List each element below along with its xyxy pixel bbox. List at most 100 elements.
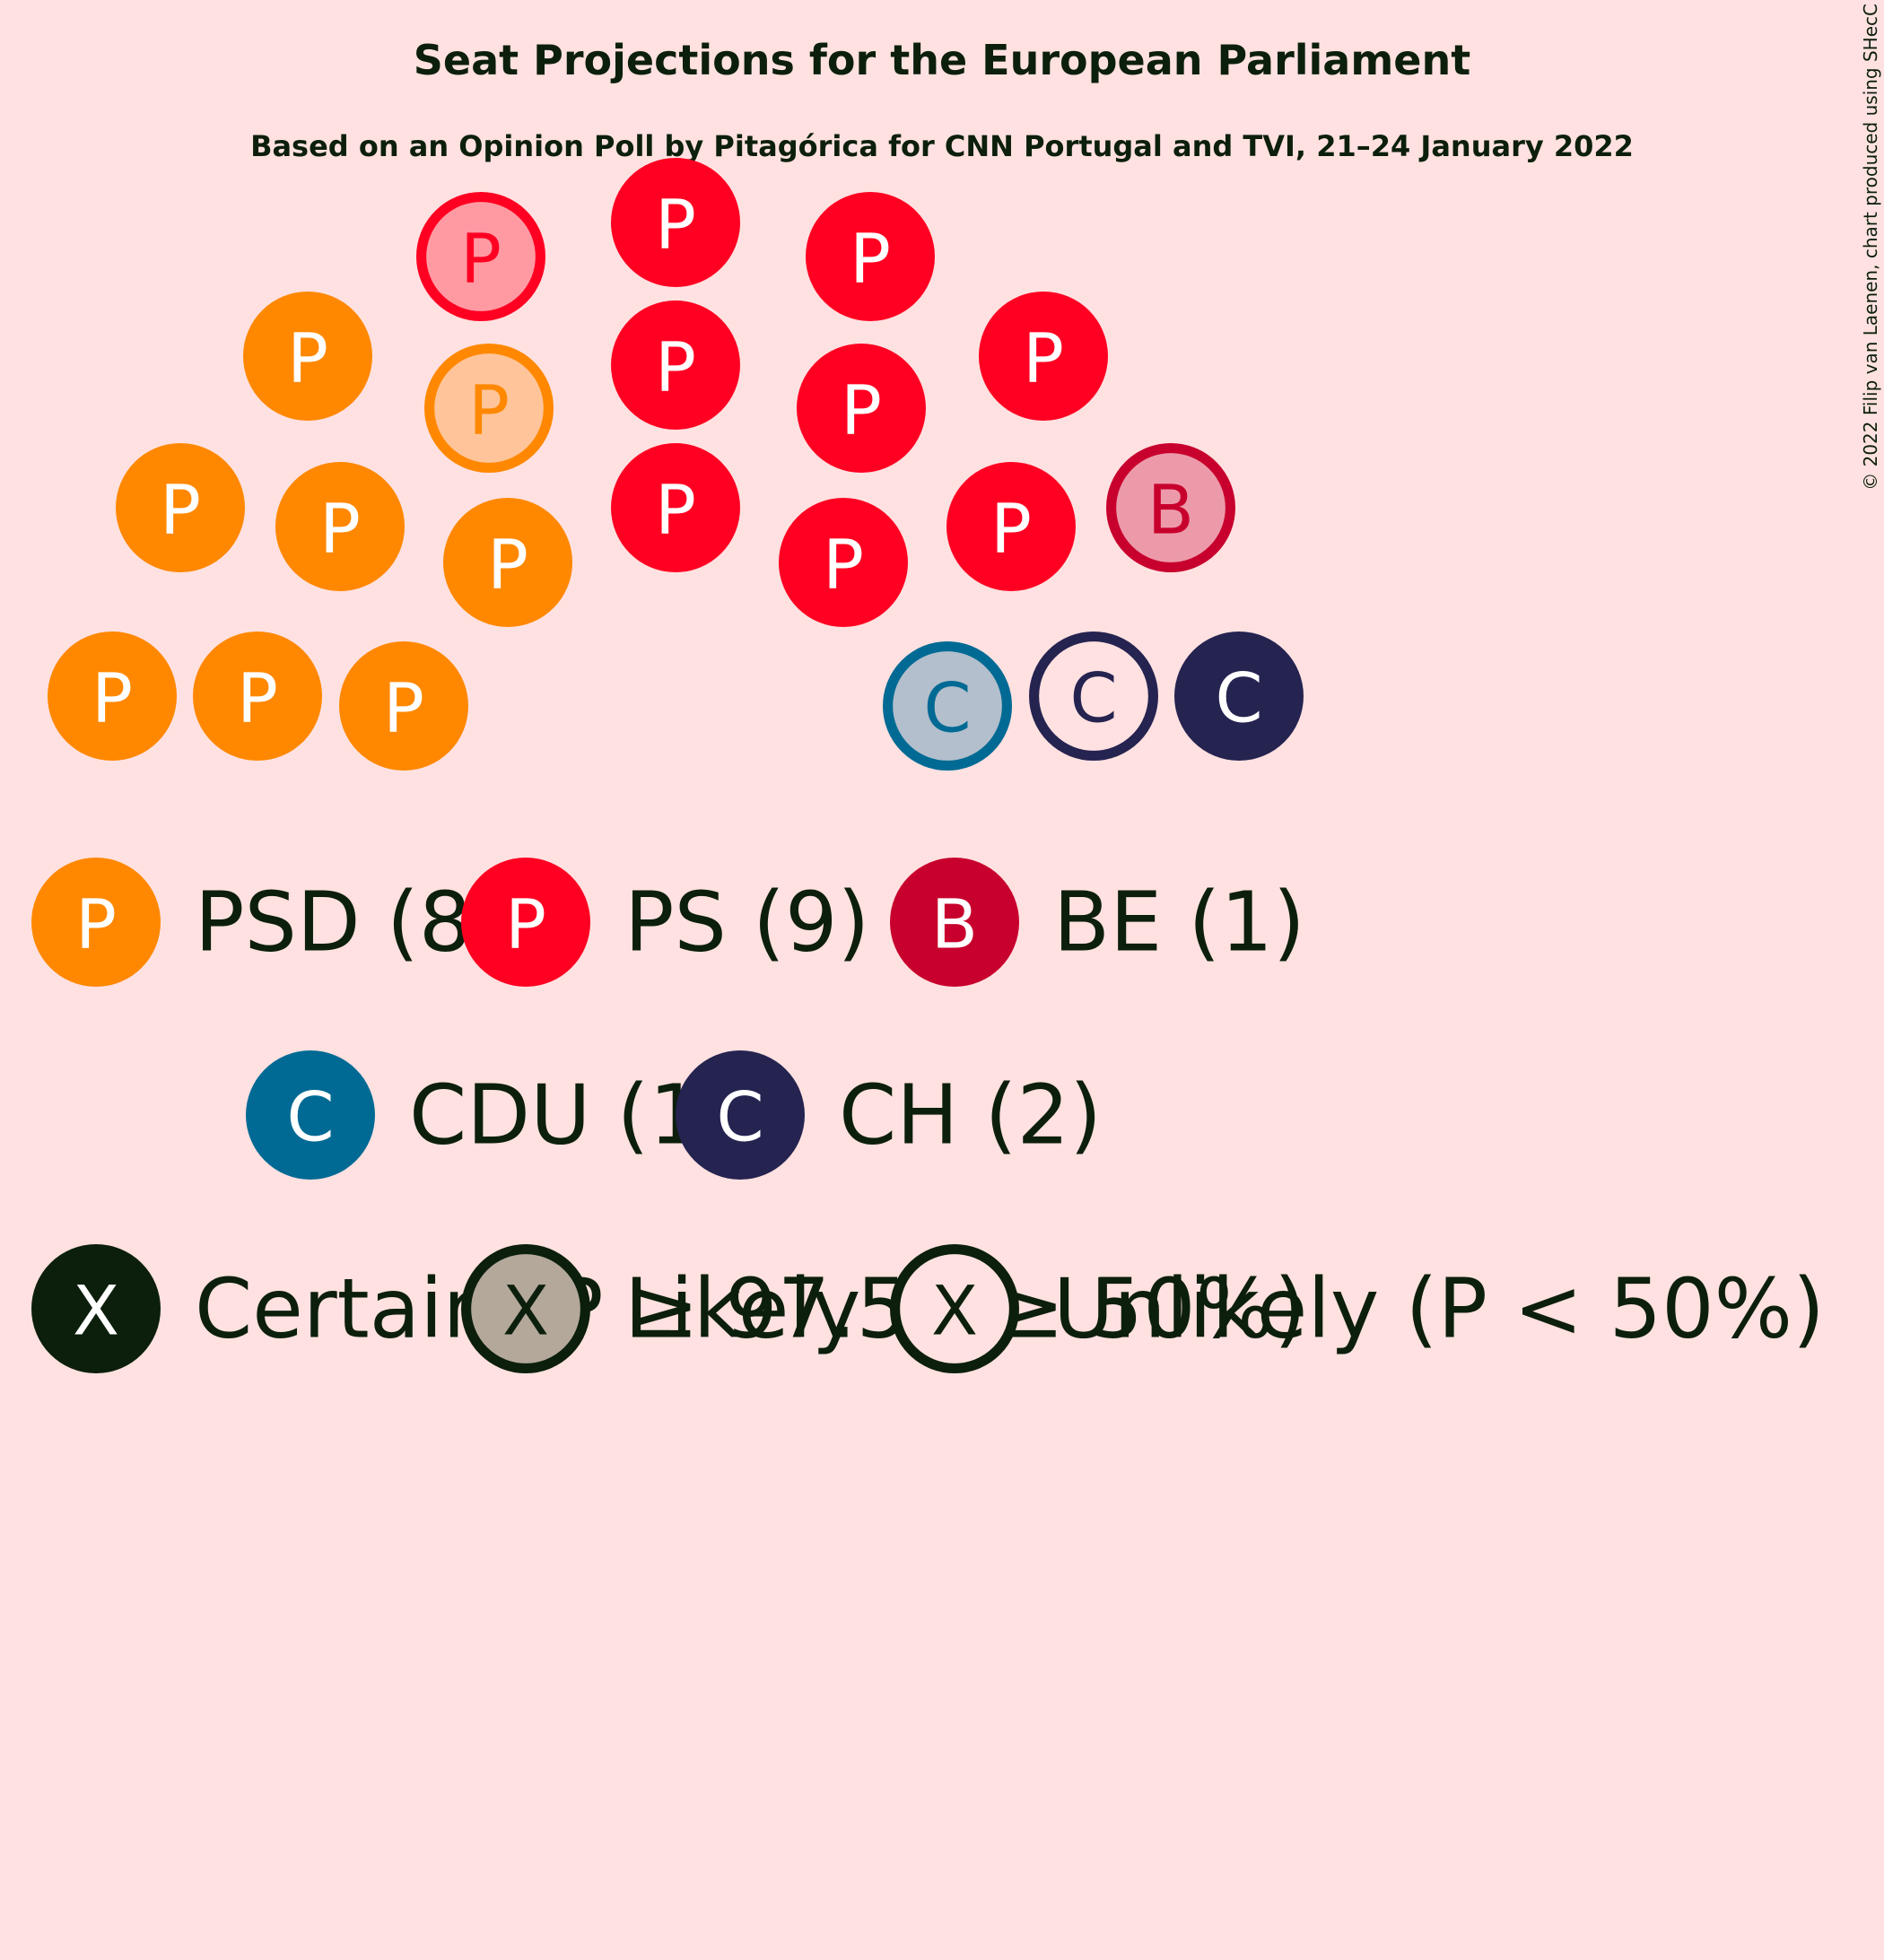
seat-ps-15: P: [779, 498, 908, 627]
legend-ch-marker-letter: C: [716, 1077, 763, 1157]
seat-ch-21: C: [1174, 632, 1304, 761]
seat-ps-14-circle: [797, 344, 926, 473]
seat-ps-9-circle: [416, 192, 546, 321]
status-likely-marker: X: [461, 1243, 591, 1373]
seat-be-18-circle: [1105, 443, 1235, 573]
legend-cdu-marker-circle: [246, 1050, 375, 1180]
status-certain-marker: X: [31, 1244, 161, 1373]
seat-ps-11: P: [611, 301, 740, 430]
seat-psd-6: P: [243, 292, 372, 421]
seat-ps-12: P: [611, 443, 740, 572]
seat-ps-12-circle: [611, 443, 740, 572]
seat-psd-7-circle: [443, 498, 572, 627]
seat-ps-9-letter: P: [460, 219, 502, 299]
seat-ch-21-circle: [1174, 632, 1304, 761]
legend-cdu-marker: C: [246, 1050, 375, 1180]
seat-psd-8-circle: [424, 344, 554, 474]
status-likely-marker-letter: X: [502, 1271, 549, 1351]
seat-ps-15-circle: [779, 498, 908, 627]
legend-ch-marker-circle: [676, 1050, 805, 1180]
legend-ps-marker: P: [461, 858, 590, 987]
seat-ps-17-letter: P: [990, 489, 1032, 569]
legend-psd-marker-letter: P: [75, 884, 117, 964]
seat-ps-11-letter: P: [655, 327, 696, 407]
seat-cdu-19-letter: C: [923, 668, 971, 748]
status-certain-label: Certain (P ≥ 97.5%): [195, 1261, 1019, 1357]
seat-psd-4: P: [116, 443, 245, 572]
seat-psd-3: P: [339, 641, 468, 771]
party-legend: P PSD (8) P PS (9) B BE (1)C CDU (1)C CH (2): [31, 858, 1305, 1180]
seat-psd-5: P: [275, 462, 405, 591]
seat-ps-10-letter: P: [655, 185, 696, 265]
legend-be-marker-letter: B: [931, 884, 978, 964]
legend-ps-label: PS (9): [624, 875, 869, 971]
seat-ps-13-circle: [806, 192, 935, 321]
status-unlikely-marker-letter: X: [931, 1271, 978, 1351]
status-unlikely-marker-circle: [890, 1243, 1020, 1373]
legend-ps-marker-letter: P: [505, 884, 546, 964]
status-likely-marker-circle: [461, 1243, 591, 1373]
seat-ps-16: P: [979, 292, 1108, 421]
seat-ps-16-letter: P: [1023, 318, 1064, 398]
seat-ps-14: P: [797, 344, 926, 473]
chart-subtitle: Based on an Opinion Poll by Pitagórica f…: [250, 129, 1634, 163]
seat-ch-20: C: [1028, 632, 1158, 762]
seat-psd-6-letter: P: [287, 318, 328, 398]
seat-psd-5-letter: P: [319, 489, 361, 569]
seat-cdu-19: C: [883, 641, 1013, 771]
status-unlikely-label: Unlikely (P < 50%): [1053, 1261, 1825, 1357]
credit-text: © 2022 Filip van Laenen, chart produced …: [1860, 4, 1881, 491]
seat-ps-11-circle: [611, 301, 740, 430]
seat-psd-1: P: [48, 632, 177, 761]
seat-ps-14-letter: P: [841, 370, 882, 450]
seat-ps-17-circle: [946, 462, 1076, 591]
legend-be-marker-circle: [890, 858, 1019, 987]
seat-psd-4-letter: P: [160, 470, 201, 550]
status-certain-marker-letter: X: [73, 1271, 119, 1351]
seat-ps-10-circle: [611, 158, 740, 287]
legend-ch-label: CH (2): [839, 1067, 1102, 1163]
seat-psd-2: P: [193, 632, 322, 761]
legend-be-marker: B: [890, 858, 1019, 987]
seat-ps-17: P: [946, 462, 1076, 591]
seat-ps-10: P: [611, 158, 740, 287]
seat-ps-12-letter: P: [655, 470, 696, 550]
seat-psd-4-circle: [116, 443, 245, 572]
seat-psd-3-circle: [339, 641, 468, 771]
legend-ps-marker-circle: [461, 858, 590, 987]
seat-psd-8: P: [424, 344, 554, 474]
status-certain-marker-circle: [31, 1244, 161, 1373]
seat-psd-5-circle: [275, 462, 405, 591]
chart-title: Seat Projections for the European Parlia…: [414, 36, 1470, 84]
seat-be-18: B: [1105, 443, 1235, 573]
seat-ps-13: P: [806, 192, 935, 321]
seat-ch-20-letter: C: [1069, 658, 1117, 738]
seat-cdu-19-circle: [883, 641, 1013, 771]
seat-psd-7: P: [443, 498, 572, 627]
seat-psd-2-letter: P: [237, 658, 278, 738]
seat-psd-1-circle: [48, 632, 177, 761]
seat-ch-21-letter: C: [1215, 658, 1262, 738]
legend-psd-marker-circle: [31, 858, 161, 987]
legend-ch-marker: C: [676, 1050, 805, 1180]
seat-psd-1-letter: P: [92, 658, 133, 738]
seat-ch-20-circle: [1028, 632, 1158, 762]
seat-ps-13-letter: P: [850, 219, 891, 299]
seat-psd-7-letter: P: [487, 525, 528, 605]
seat-psd-6-circle: [243, 292, 372, 421]
seat-ps-16-circle: [979, 292, 1108, 421]
legend-psd-label: PSD (8): [195, 875, 503, 971]
status-unlikely-marker: X: [890, 1243, 1020, 1373]
legend-psd-marker: P: [31, 858, 161, 987]
legend-be-label: BE (1): [1053, 875, 1305, 971]
seat-psd-2-circle: [193, 632, 322, 761]
seat-psd-3-letter: P: [383, 668, 424, 748]
seat-be-18-letter: B: [1147, 470, 1194, 550]
seat-psd-8-letter: P: [468, 370, 510, 450]
legend-cdu-marker-letter: C: [286, 1077, 334, 1157]
seat-ps-15-letter: P: [823, 525, 864, 605]
